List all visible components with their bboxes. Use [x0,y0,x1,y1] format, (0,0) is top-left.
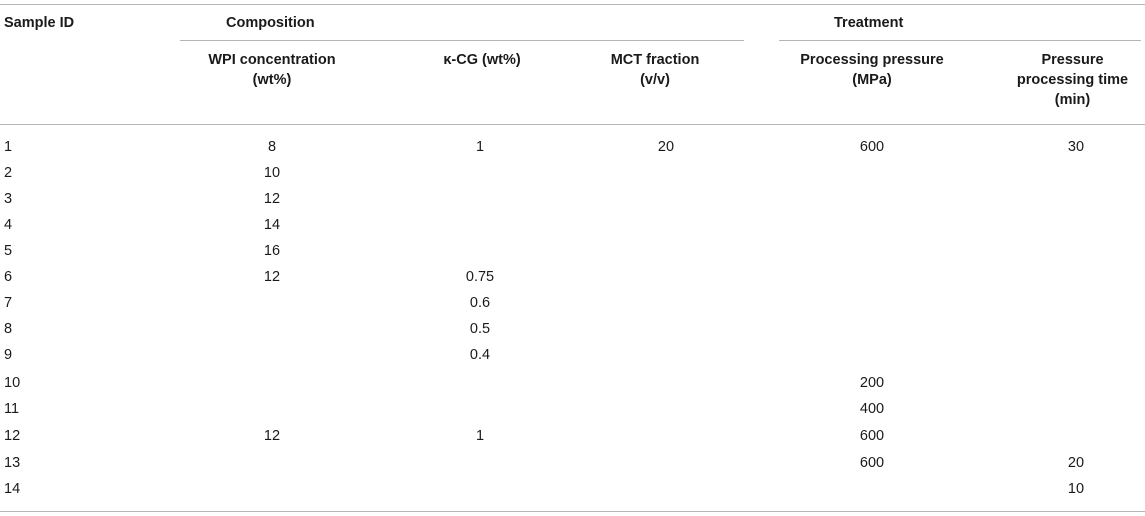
cell-time: 10 [1067,481,1085,497]
cell-sample-id: 1 [4,139,13,155]
cell-wpi: 16 [263,243,281,259]
cell-wpi: 12 [263,269,281,285]
header-time-line3: (min) [1054,92,1091,108]
table-row: 1 8 1 20 600 30 [0,137,1145,163]
cell-wpi: 12 [263,428,281,444]
table-row: 3 12 [0,189,1145,215]
treatment-underline [779,40,1141,41]
header-pressure-time: Pressure processing time (min) [1000,50,1145,110]
cell-pressure: 400 [859,401,885,417]
table-row: 4 14 [0,215,1145,241]
table-row: 7 0.6 [0,293,1145,319]
cell-sample-id: 8 [4,321,13,337]
cell-kcg: 1 [475,139,485,155]
table-row: 12 12 1 600 [0,426,1145,452]
cell-wpi: 14 [263,217,281,233]
cell-sample-id: 2 [4,165,13,181]
cell-wpi: 10 [263,165,281,181]
header-time-line1: Pressure [1041,52,1104,68]
header-group-composition: Composition [226,15,315,31]
header-wpi-line1: WPI concentration [208,52,336,68]
header-rule [0,124,1145,125]
cell-sample-id: 14 [4,481,21,497]
table-row: 5 16 [0,241,1145,267]
composition-underline [180,40,744,41]
cell-sample-id: 9 [4,347,13,363]
cell-kcg: 1 [475,428,485,444]
header-processing-pressure: Processing pressure (MPa) [772,50,972,90]
cell-sample-id: 3 [4,191,13,207]
table-row: 6 12 0.75 [0,267,1145,293]
table-row: 11 400 [0,399,1145,425]
header-time-line2: processing time [1016,72,1129,88]
table-row: 10 200 [0,373,1145,399]
header-mct-line2: (v/v) [640,72,670,88]
header-pressure-line1: Processing pressure [800,52,944,68]
cell-kcg: 0.5 [469,321,491,337]
header-wpi-line2: (wt%) [252,72,292,88]
cell-pressure: 600 [859,455,885,471]
cell-sample-id: 7 [4,295,13,311]
cell-sample-id: 12 [4,428,21,444]
table-row: 14 10 [0,479,1145,505]
header-mct-line1: MCT fraction [610,52,700,68]
cell-sample-id: 13 [4,455,21,471]
header-kcg-line1: κ-CG (wt%) [443,52,521,68]
cell-sample-id: 4 [4,217,13,233]
cell-sample-id: 10 [4,375,21,391]
cell-time: 30 [1067,139,1085,155]
cell-sample-id: 11 [4,401,20,417]
cell-sample-id: 6 [4,269,13,285]
cell-wpi: 12 [263,191,281,207]
cell-kcg: 0.6 [469,295,491,311]
cell-pressure: 600 [859,428,885,444]
cell-wpi: 8 [267,139,277,155]
cell-pressure: 200 [859,375,885,391]
table-row: 8 0.5 [0,319,1145,345]
cell-time: 20 [1067,455,1085,471]
header-mct-fraction: MCT fraction (v/v) [563,50,747,90]
cell-pressure: 600 [859,139,885,155]
header-kcg: κ-CG (wt%) [390,50,574,70]
header-group-treatment: Treatment [834,15,904,31]
table-row: 13 600 20 [0,453,1145,479]
cell-sample-id: 5 [4,243,13,259]
cell-kcg: 0.75 [465,269,495,285]
table-row: 2 10 [0,163,1145,189]
table-row: 9 0.4 [0,345,1145,371]
header-pressure-line2: (MPa) [852,72,892,88]
bottom-rule [0,511,1145,512]
cell-kcg: 0.4 [469,347,491,363]
header-wpi-concentration: WPI concentration (wt%) [180,50,364,90]
cell-mct: 20 [657,139,675,155]
top-rule [0,4,1145,5]
header-sample-id: Sample ID [4,15,75,31]
